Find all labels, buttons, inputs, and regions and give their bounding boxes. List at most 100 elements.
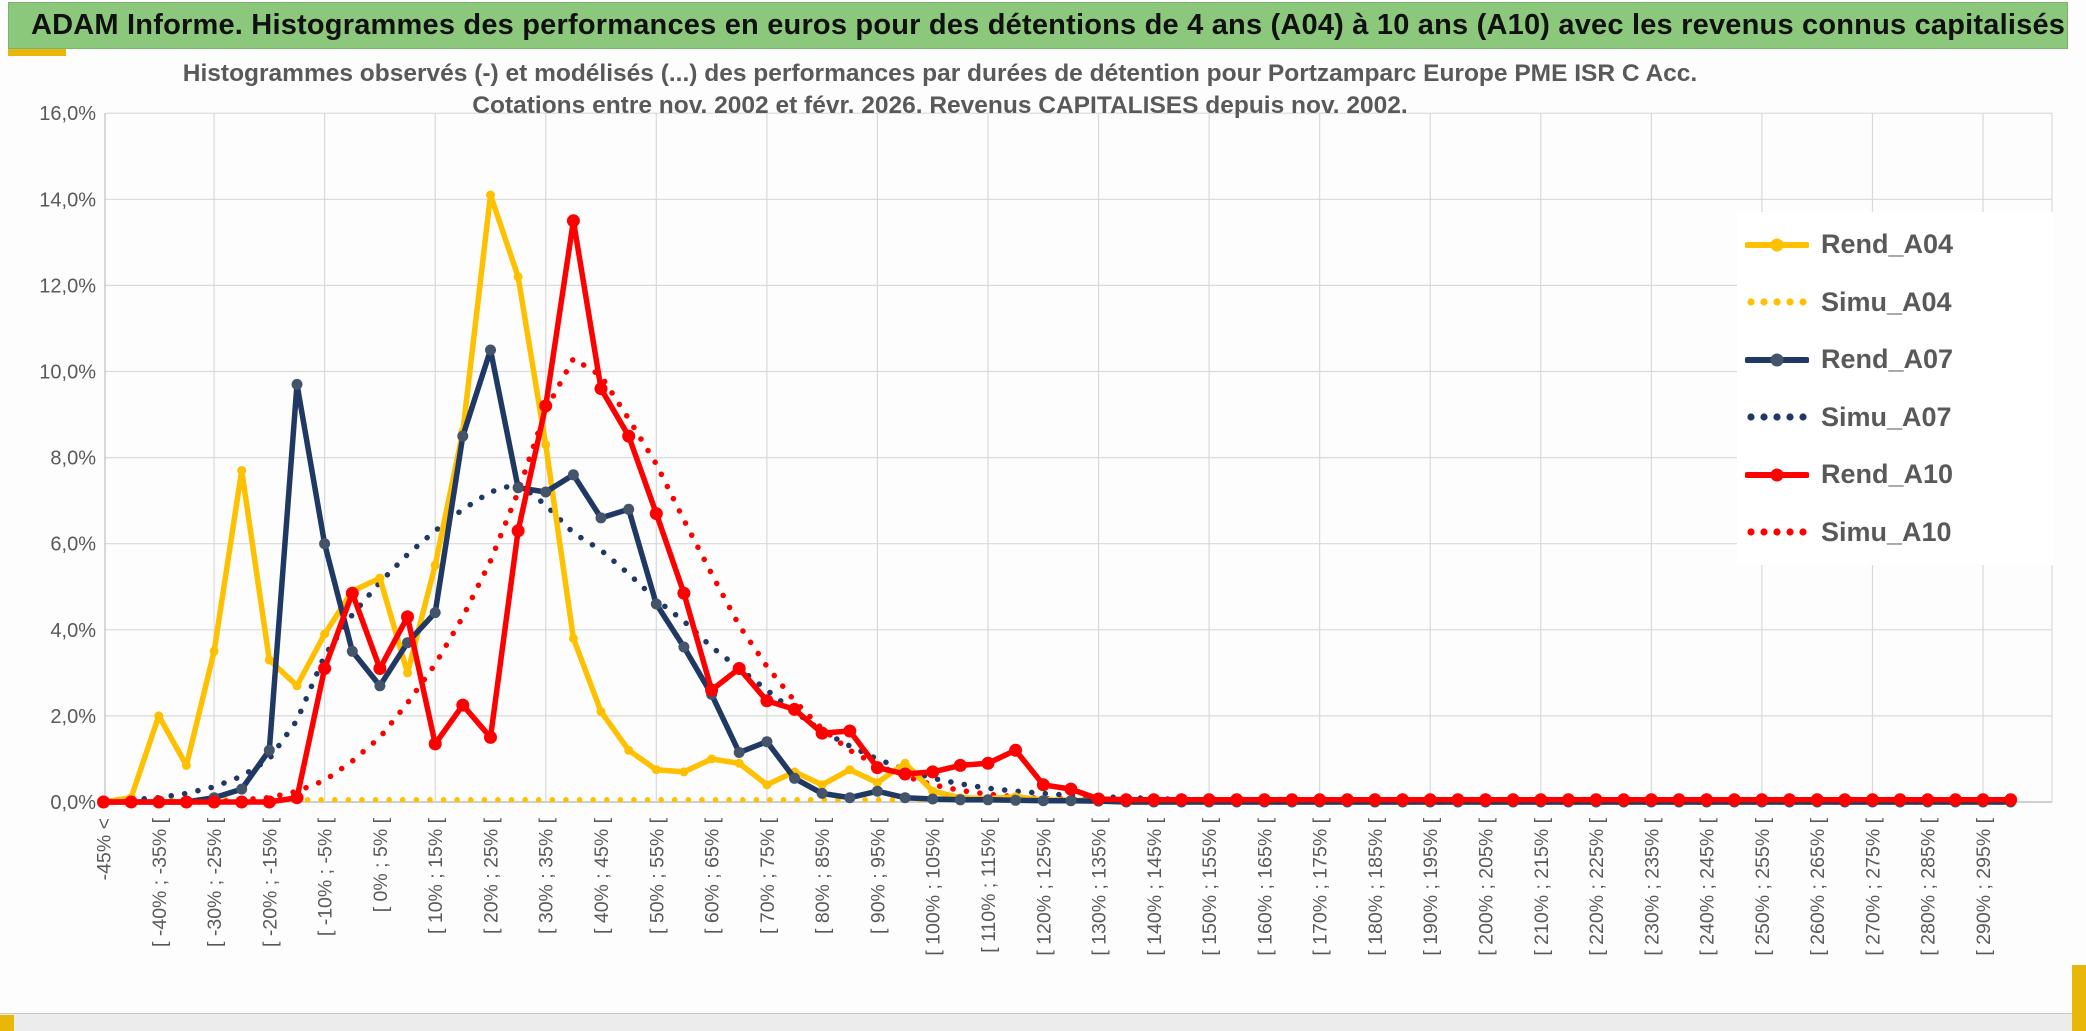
data-point-Rend_A07 [733, 747, 745, 758]
data-point-Rend_A10 [1368, 793, 1382, 807]
x-axis-label: [ 250% ; 255% [ [1752, 817, 1774, 955]
x-axis-label: [ 50% ; 55% [ [646, 817, 668, 934]
chart-legend: Rend_A04 Simu_A04 Rend_A07 Simu_A07 Rend_A10… [1737, 212, 2053, 565]
data-point-Rend_A04 [734, 758, 744, 768]
data-point-Rend_A07 [899, 792, 911, 804]
series-Rend_A04 [99, 190, 2016, 807]
x-axis-label: [ 140% ; 145% [ [1144, 817, 1166, 955]
data-point-Rend_A10 [1009, 743, 1023, 757]
data-point-Rend_A04 [541, 440, 551, 450]
data-point-Rend_A04 [430, 560, 440, 570]
x-axis-label: [ 290% ; 295% [ [1973, 817, 1995, 955]
y-axis-label: 10,0% [39, 362, 96, 384]
y-axis-label: 2,0% [50, 706, 96, 728]
x-axis-label: [ 170% ; 175% [ [1310, 817, 1332, 955]
data-point-Rend_A07 [567, 469, 579, 481]
legend-label: Rend_A07 [1821, 344, 1954, 375]
data-point-Rend_A10 [318, 662, 332, 675]
data-point-Rend_A10 [345, 586, 359, 600]
x-axis-label: [ 110% ; 115% [ [978, 817, 1000, 952]
data-point-Rend_A10 [981, 756, 995, 770]
y-axis-label: 6,0% [50, 534, 96, 556]
data-point-Rend_A07 [346, 645, 358, 657]
data-point-Rend_A10 [1396, 793, 1410, 807]
data-point-Rend_A10 [566, 214, 580, 228]
data-point-Rend_A04 [845, 765, 855, 775]
legend-item-Rend_A07: Rend_A07 [1745, 331, 2045, 389]
gold-right-border [2072, 965, 2086, 1031]
data-point-Rend_A10 [1119, 793, 1133, 807]
data-point-Rend_A10 [843, 724, 857, 738]
x-axis-label: [ 90% ; 95% [ [867, 817, 889, 934]
data-point-Rend_A07 [789, 772, 800, 784]
data-point-Rend_A04 [403, 668, 412, 678]
data-point-Rend_A10 [1230, 793, 1244, 807]
data-point-Rend_A10 [926, 765, 940, 779]
data-point-Rend_A10 [1423, 793, 1437, 807]
data-point-Rend_A07 [540, 486, 552, 498]
data-point-Rend_A07 [954, 794, 966, 806]
data-point-Rend_A07 [1065, 795, 1077, 807]
data-point-Rend_A10 [124, 795, 138, 809]
data-point-Rend_A07 [457, 430, 469, 442]
x-axis-label: [ 240% ; 245% [ [1697, 817, 1719, 955]
data-point-Rend_A10 [539, 399, 553, 413]
data-point-Rend_A10 [1202, 793, 1216, 807]
x-axis-label: [ 30% ; 35% [ [536, 817, 558, 934]
data-point-Rend_A07 [512, 482, 524, 494]
data-point-Rend_A07 [816, 787, 828, 799]
x-axis-labels: -45% < [ -40% ; -35% [[ -30% ; -25% [[ -2… [94, 817, 1996, 955]
data-point-Rend_A10 [677, 586, 691, 600]
data-point-Rend_A07 [623, 503, 635, 515]
data-point-Rend_A04 [320, 629, 330, 639]
data-point-Rend_A04 [154, 711, 164, 721]
data-point-Rend_A10 [179, 795, 193, 809]
x-axis-label: [ 230% ; 235% [ [1641, 817, 1663, 955]
data-point-Rend_A10 [373, 662, 387, 675]
y-axis-label: 14,0% [39, 189, 96, 211]
data-point-Rend_A07 [485, 344, 496, 356]
legend-item-Simu_A10: Simu_A10 [1745, 504, 2045, 562]
data-point-Rend_A10 [788, 702, 801, 716]
x-axis-label: [ 180% ; 185% [ [1365, 817, 1387, 955]
data-point-Rend_A04 [928, 786, 938, 796]
data-point-Rend_A10 [1948, 793, 1962, 807]
legend-label: Rend_A04 [1821, 229, 1954, 260]
data-point-Rend_A10 [1866, 793, 1879, 807]
data-point-Rend_A10 [1479, 793, 1492, 807]
data-point-Rend_A10 [1921, 793, 1935, 807]
x-axis-label: [ 280% ; 285% [ [1918, 817, 1940, 955]
data-point-Rend_A07 [236, 783, 248, 795]
data-point-Rend_A10 [815, 726, 829, 740]
legend-item-Rend_A04: Rend_A04 [1745, 216, 2045, 274]
data-point-Rend_A04 [209, 646, 219, 656]
series-Simu_A10 [100, 355, 2014, 805]
data-point-Rend_A07 [650, 598, 662, 610]
data-point-Rend_A10 [870, 761, 884, 775]
data-point-Rend_A07 [871, 785, 883, 797]
data-point-Rend_A07 [263, 744, 275, 756]
data-point-Rend_A10 [511, 524, 525, 538]
x-axis-label: [ 160% ; 165% [ [1254, 817, 1276, 955]
data-point-Rend_A07 [429, 607, 441, 619]
data-point-Rend_A10 [1838, 793, 1852, 807]
data-point-Rend_A10 [1064, 782, 1078, 796]
data-point-Rend_A10 [1672, 793, 1686, 807]
legend-label: Simu_A04 [1821, 286, 1952, 317]
data-point-Rend_A10 [898, 767, 912, 781]
gold-bottom-left-border [0, 1015, 14, 1031]
x-axis-label: [ -40% ; -35% [ [149, 817, 171, 947]
data-point-Rend_A10 [1644, 793, 1658, 807]
data-point-Rend_A10 [1257, 793, 1271, 807]
data-point-Rend_A07 [844, 792, 856, 804]
x-axis-label: [ -30% ; -25% [ [204, 817, 226, 947]
gridlines: 0,0% 2,0% 4,0% 6,0% 8,0% 10,0% 12,0% 14,0% 16,0% [39, 103, 2053, 814]
y-axis-label: 8,0% [50, 448, 96, 470]
data-point-Rend_A10 [262, 795, 276, 809]
x-axis-label: [ 70% ; 75% [ [757, 817, 779, 934]
x-axis-label: [ 270% ; 275% [ [1862, 817, 1884, 955]
data-point-Rend_A04 [596, 707, 606, 717]
data-point-Rend_A04 [237, 466, 247, 475]
data-point-Rend_A10 [705, 683, 719, 697]
x-axis-label: [ 150% ; 155% [ [1199, 817, 1221, 955]
